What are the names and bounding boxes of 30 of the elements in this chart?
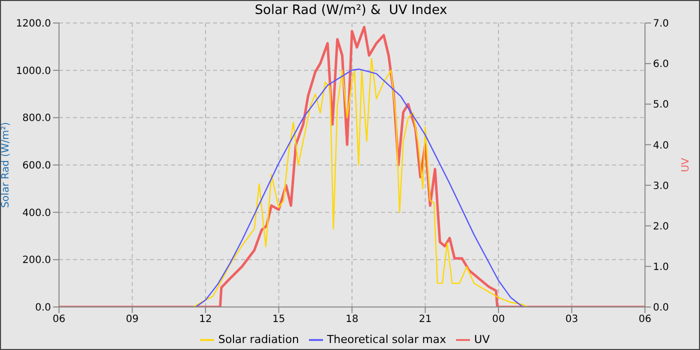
- legend-label: UV: [474, 333, 490, 346]
- chart-title: Solar Rad (W/m²) & UV Index: [254, 3, 448, 18]
- y-tick-label: 1200.0: [16, 18, 51, 30]
- x-tick-label: 06: [638, 314, 652, 326]
- y-tick-label: 0.0: [35, 302, 51, 314]
- y2-tick-label: 4.0: [653, 140, 669, 152]
- x-tick-label: 12: [199, 314, 212, 326]
- y2-tick-label: 5.0: [653, 100, 669, 111]
- y-tick-label: 800.0: [22, 113, 51, 124]
- y2-tick-label: 0.0: [653, 302, 669, 314]
- y-tick-label: 400.0: [22, 208, 51, 219]
- x-tick-label: 21: [418, 314, 432, 326]
- y-tick-label: 200.0: [22, 255, 51, 266]
- y2-tick-label: 1.0: [653, 262, 669, 273]
- y2-tick-label: 2.0: [653, 221, 669, 232]
- x-tick-label: 15: [272, 314, 286, 326]
- y2-axis-title: UV: [680, 158, 692, 172]
- y-tick-label: 600.0: [22, 160, 51, 172]
- y2-tick-label: 7.0: [653, 18, 669, 30]
- legend-label: Solar radiation: [218, 333, 299, 346]
- x-tick-label: 06: [52, 314, 66, 326]
- x-tick-label: 18: [346, 314, 358, 326]
- x-tick-label: 03: [565, 314, 578, 326]
- legend-label: Theoretical solar max: [326, 333, 446, 346]
- y2-tick-label: 3.0: [653, 180, 669, 192]
- y2-tick-label: 6.0: [653, 59, 669, 70]
- x-tick-label: 00: [492, 314, 505, 326]
- y-axis-title: Solar Rad (W/m²): [0, 122, 12, 208]
- y-tick-label: 1000.0: [16, 66, 51, 77]
- x-tick-label: 09: [126, 314, 139, 326]
